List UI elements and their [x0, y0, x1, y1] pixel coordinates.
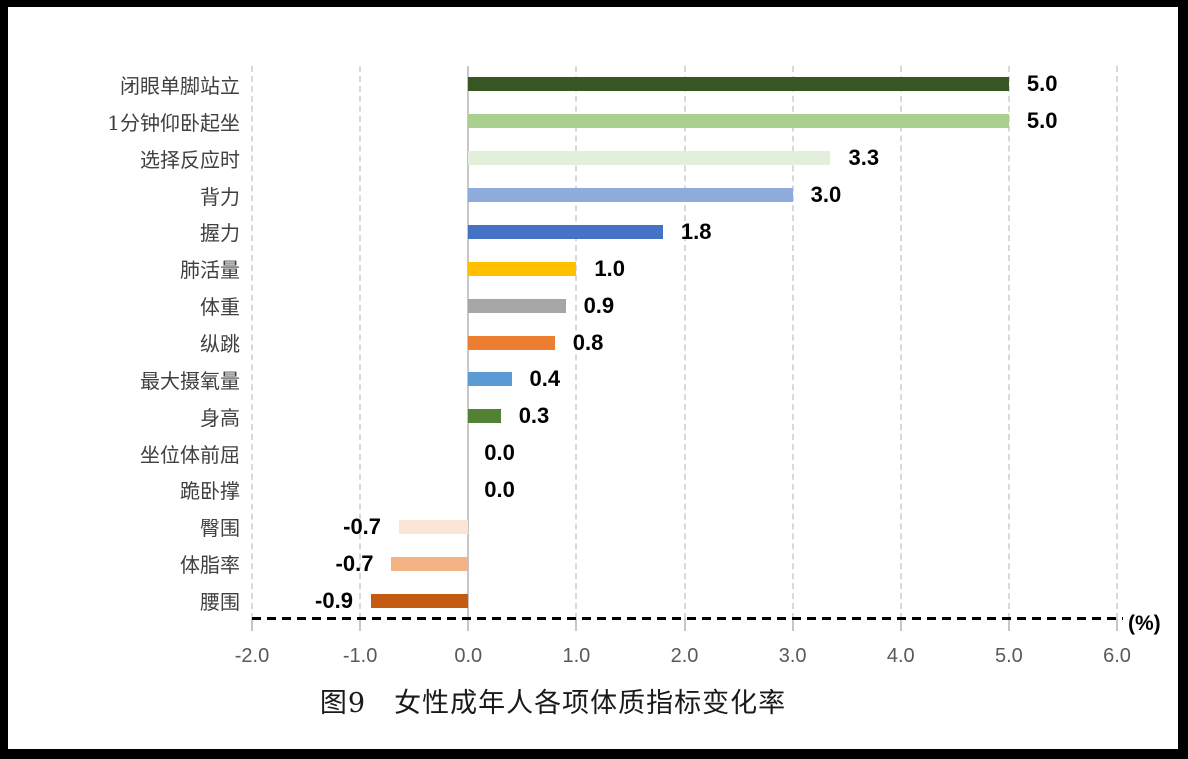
x-axis-tick	[251, 619, 253, 631]
bar	[399, 519, 469, 534]
value-label: 0.0	[484, 440, 515, 466]
x-axis-tick	[899, 619, 902, 631]
category-label: 体重	[200, 295, 240, 320]
category-label: 握力	[200, 221, 240, 246]
x-tick-label: 3.0	[778, 645, 807, 667]
x-axis-tick	[1116, 619, 1118, 631]
gridline	[899, 66, 902, 619]
gridline	[1007, 66, 1010, 619]
category-label: 1分钟仰卧起坐	[107, 110, 240, 135]
gridline	[1116, 66, 1118, 619]
bar	[468, 298, 566, 313]
x-axis-tick	[359, 619, 362, 631]
category-label: 腰围	[200, 590, 240, 615]
x-tick-label: 6.0	[1103, 645, 1131, 667]
x-axis-tick	[1007, 619, 1010, 631]
value-label: -0.9	[315, 587, 353, 613]
x-tick-label: 0.0	[454, 645, 483, 667]
x-tick-label: 5.0	[994, 645, 1023, 667]
gridline	[251, 66, 253, 619]
value-label: 3.0	[810, 182, 842, 208]
bar	[370, 593, 469, 608]
gridline	[575, 66, 578, 619]
x-tick-label: -1.0	[342, 645, 378, 667]
x-tick-label: 4.0	[886, 645, 915, 667]
category-label: 背力	[200, 184, 240, 209]
x-axis-tick	[467, 619, 470, 631]
bar	[468, 114, 1009, 129]
bar	[468, 335, 555, 350]
bar	[468, 372, 512, 387]
chart-canvas: -2.0 -1.0 0.0 1.0 2.0 3.0 4.0 5.0 6.0 闭眼单脚站立 5.0 1分…	[8, 7, 1178, 749]
value-label: 3.3	[848, 145, 880, 171]
gridline	[683, 66, 686, 619]
x-axis-tick	[575, 619, 578, 631]
value-label: -0.7	[335, 550, 374, 576]
category-label: 体脂率	[180, 553, 240, 578]
category-label: 臀围	[200, 516, 240, 541]
x-axis-unit-label: (%)	[1128, 612, 1161, 635]
value-label: 1.0	[594, 255, 625, 281]
value-label: 0.8	[572, 329, 604, 355]
category-label: 肺活量	[180, 258, 240, 283]
category-label: 跪卧撑	[180, 479, 240, 504]
category-label: 选择反应时	[140, 147, 240, 172]
value-label: -0.7	[343, 513, 382, 539]
x-tick-label: 2.0	[670, 645, 699, 667]
x-tick-label: -2.0	[234, 645, 270, 667]
x-tick-label: 1.0	[562, 645, 591, 667]
value-label: 5.0	[1026, 108, 1058, 134]
bar	[468, 188, 793, 203]
category-label: 身高	[200, 405, 240, 430]
chart-title: 图9 女性成年人各项体质指标变化率	[319, 688, 787, 719]
bar	[468, 261, 577, 276]
value-label: 1.8	[680, 218, 712, 244]
value-label: 0.3	[518, 403, 550, 429]
x-axis-line	[252, 617, 1123, 620]
value-label: 0.9	[583, 292, 615, 318]
bar	[468, 151, 831, 166]
gridline	[359, 66, 362, 619]
value-label: 0.4	[529, 366, 561, 392]
bar	[468, 224, 663, 239]
bar	[468, 409, 501, 424]
category-label: 最大摄氧量	[140, 368, 240, 393]
x-axis-tick	[791, 619, 794, 631]
bar	[391, 556, 469, 571]
value-label: 0.0	[484, 476, 515, 502]
bar	[468, 77, 1009, 92]
gridline	[791, 66, 794, 619]
category-label: 闭眼单脚站立	[120, 73, 240, 98]
category-label: 坐位体前屈	[140, 442, 240, 467]
x-axis-tick	[683, 619, 686, 631]
category-label: 纵跳	[200, 331, 240, 356]
value-label: 5.0	[1026, 71, 1058, 97]
